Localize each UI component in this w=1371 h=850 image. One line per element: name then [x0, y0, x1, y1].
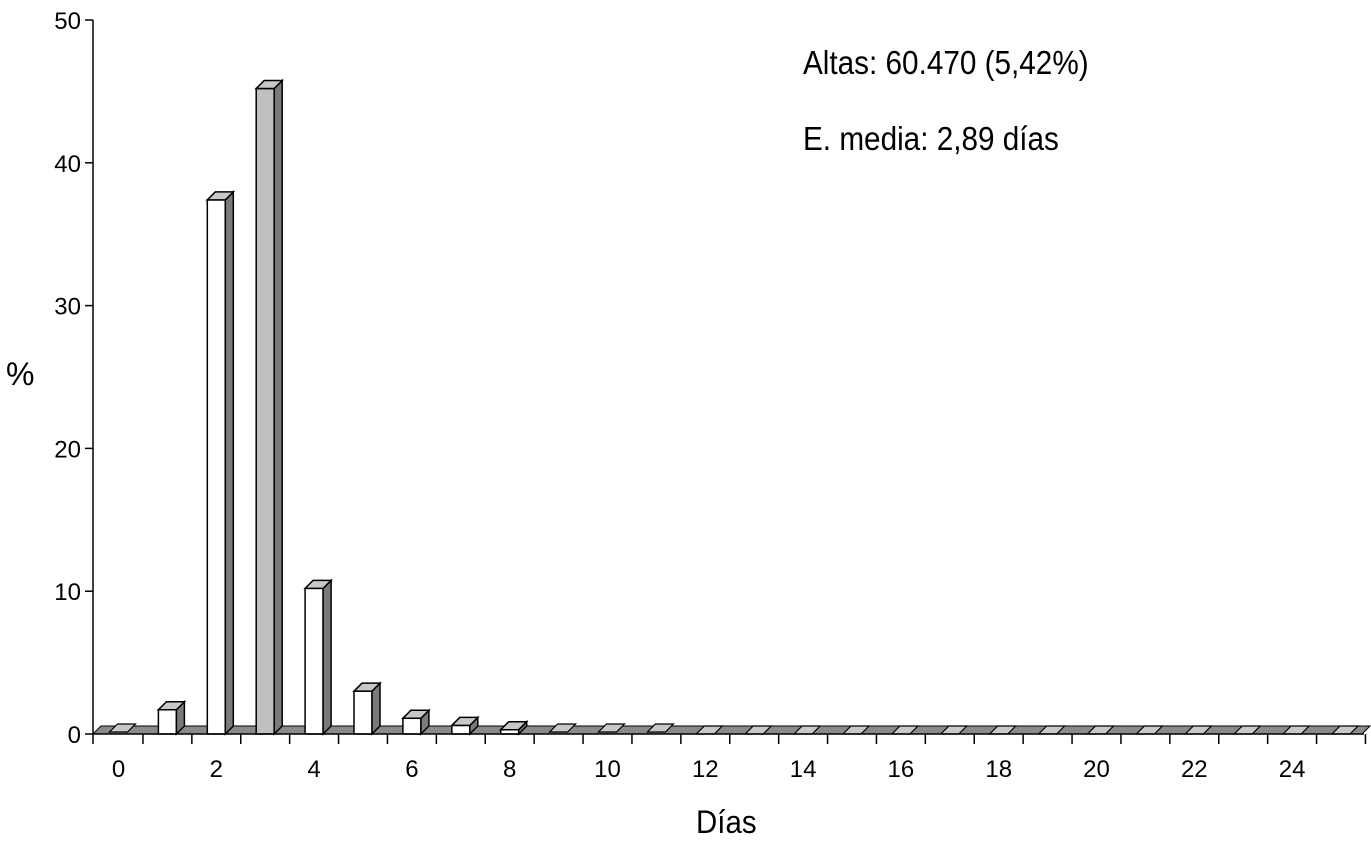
bar-front	[353, 690, 373, 735]
x-tick-label: 4	[307, 756, 320, 783]
chart-floor	[91, 725, 1371, 735]
annotation-altas: Altas: 60.470 (5,42%)	[803, 44, 1089, 81]
bar-side	[273, 78, 283, 736]
bar-cap	[108, 723, 137, 733]
bar-side	[322, 578, 332, 736]
bar-top	[254, 79, 285, 90]
bar-front	[304, 587, 324, 735]
bar-front	[402, 717, 422, 735]
bar-4	[303, 578, 333, 736]
bar-top	[401, 709, 431, 720]
bar-7	[449, 715, 480, 736]
x-tick-label: 12	[692, 756, 719, 783]
y-tick-label: 30	[54, 294, 81, 321]
bar-9	[548, 723, 578, 733]
bar-6	[401, 708, 431, 736]
x-tick-label: 6	[405, 756, 418, 783]
y-tick-label: 0	[68, 722, 81, 749]
bar-front	[157, 708, 178, 735]
x-tick-label: 20	[1083, 756, 1110, 783]
bar-1	[156, 699, 187, 736]
y-tick-label: 40	[54, 151, 81, 178]
bar-10	[597, 723, 626, 733]
bar-top	[498, 720, 529, 731]
chart-floor-slab	[91, 725, 1371, 735]
y-axis-label: %	[6, 356, 35, 392]
bar-cap	[597, 723, 626, 733]
bar-top	[449, 716, 480, 727]
x-tick-label: 22	[1181, 756, 1208, 783]
x-axis-label: Días	[696, 804, 757, 840]
y-tick-label: 20	[54, 436, 81, 463]
bar-top	[303, 579, 333, 590]
bar-8	[498, 719, 529, 736]
bar-2	[205, 190, 236, 736]
bar-front	[451, 724, 471, 735]
y-tick-label: 50	[54, 8, 81, 35]
x-tick-label: 16	[888, 756, 915, 783]
bar-top	[205, 191, 236, 201]
annotation-estancia-media: E. media: 2,89 días	[803, 120, 1059, 157]
bar-cap	[645, 723, 675, 733]
bar-cap	[548, 723, 578, 733]
y-tick-label: 10	[54, 579, 81, 606]
bar-top	[156, 700, 187, 711]
x-tick-label: 0	[112, 756, 125, 783]
bar-front	[255, 87, 275, 735]
bar-5	[352, 681, 382, 736]
bar-side	[224, 190, 235, 736]
bar-3	[254, 78, 285, 736]
x-tick-label: 18	[985, 756, 1012, 783]
x-tick-label: 10	[594, 756, 621, 783]
x-tick-label: 2	[210, 756, 223, 783]
x-tick-label: 8	[503, 756, 516, 783]
bar-0	[108, 723, 137, 733]
bars	[108, 78, 1360, 736]
bar-11	[645, 723, 675, 733]
x-tick-label: 14	[790, 756, 817, 783]
bar-top	[352, 682, 382, 692]
x-tick-label: 24	[1279, 756, 1306, 783]
bar-front	[206, 199, 227, 735]
